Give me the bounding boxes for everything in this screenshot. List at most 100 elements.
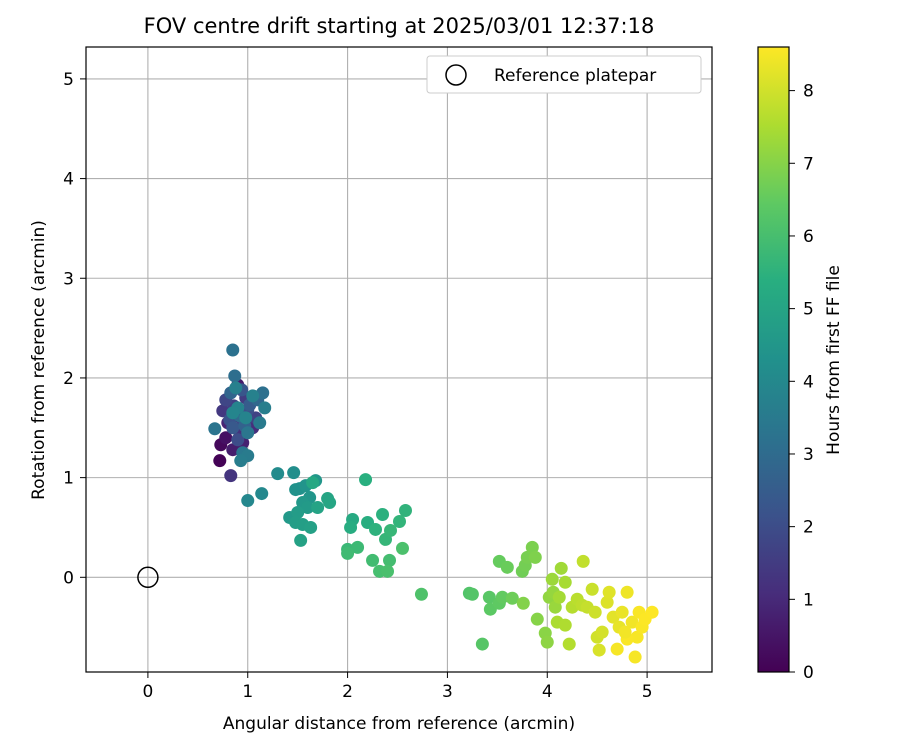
data-point (383, 553, 397, 567)
y-tick-label: 2 (63, 369, 74, 389)
data-point (359, 473, 373, 487)
data-point (585, 582, 599, 596)
data-point (398, 504, 412, 518)
colorbar-label: Hours from first FF file (824, 265, 844, 455)
colorbar-tick-label: 1 (803, 590, 814, 610)
data-point (216, 404, 230, 418)
reference-platepar-marker (137, 566, 159, 589)
data-point (392, 514, 406, 528)
data-point (530, 612, 544, 626)
legend-marker-icon (445, 64, 467, 86)
data-point (344, 520, 358, 534)
data-point (595, 625, 609, 639)
data-point (414, 587, 428, 601)
data-point (558, 618, 572, 632)
data-point (620, 585, 634, 599)
legend: Reference platepar (426, 55, 702, 94)
axis-ticks: 0 1 2 3 4 5 0 1 2 3 4 5 (63, 70, 652, 702)
data-point (229, 381, 243, 395)
data-point (554, 561, 568, 575)
data-point (226, 343, 240, 357)
data-point (548, 600, 562, 614)
x-axis-label: Angular distance from reference (arcmin) (223, 714, 575, 734)
data-point (306, 476, 320, 490)
data-point (231, 433, 245, 447)
data-point (395, 541, 409, 555)
data-point (630, 630, 644, 644)
colorbar-tick-label: 0 (803, 663, 814, 683)
x-tick-label: 4 (542, 682, 553, 702)
data-point (602, 585, 616, 599)
data-point (552, 590, 566, 604)
data-point (366, 553, 380, 567)
data-point (219, 431, 233, 445)
data-point (311, 501, 325, 515)
colorbar-tick-label: 8 (803, 82, 814, 102)
y-tick-label: 4 (63, 170, 74, 190)
x-tick-label: 2 (342, 682, 353, 702)
data-point (645, 605, 659, 619)
data-point (525, 540, 539, 554)
data-point (234, 454, 248, 468)
data-point (226, 406, 240, 420)
data-point (500, 560, 514, 574)
data-point (341, 546, 355, 560)
colorbar-tick-label: 4 (803, 372, 814, 392)
data-point (545, 572, 559, 586)
data-point (294, 533, 308, 547)
data-point (271, 467, 285, 481)
data-point (558, 575, 572, 589)
plot-frame (85, 46, 713, 673)
x-tick-label: 3 (442, 682, 453, 702)
data-point (323, 496, 337, 510)
data-point (628, 650, 642, 664)
colorbar-gradient (757, 46, 790, 673)
y-tick-label: 5 (63, 70, 74, 90)
data-point (213, 454, 227, 468)
x-tick-label: 5 (642, 682, 653, 702)
data-point (241, 494, 255, 508)
data-point (495, 590, 509, 604)
data-point (226, 421, 240, 435)
colorbar-tick-label: 5 (803, 300, 814, 320)
data-point (576, 554, 590, 568)
data-point (224, 469, 238, 483)
y-tick-label: 3 (63, 269, 74, 289)
data-point (562, 637, 576, 651)
data-point (384, 523, 398, 537)
data-point (239, 411, 253, 425)
data-point (615, 605, 629, 619)
data-point (256, 386, 270, 400)
data-points (208, 343, 659, 664)
y-tick-label: 1 (63, 469, 74, 489)
grid-lines (86, 47, 712, 672)
data-point (528, 550, 542, 564)
data-point (369, 522, 383, 536)
data-point (287, 466, 301, 480)
data-point (475, 637, 489, 651)
data-point (592, 643, 606, 657)
data-point (618, 625, 632, 639)
data-point (505, 591, 519, 605)
data-point (625, 615, 639, 629)
data-point (381, 564, 395, 578)
y-axis-label: Rotation from reference (arcmin) (29, 220, 49, 500)
chart-title: FOV centre drift starting at 2025/03/01 … (144, 14, 655, 38)
data-point (228, 369, 242, 383)
data-point (258, 401, 272, 415)
data-point (540, 635, 554, 649)
data-point (226, 443, 240, 457)
data-point (208, 422, 222, 436)
colorbar-tick-label: 3 (803, 445, 814, 465)
data-point (241, 426, 255, 440)
x-tick-label: 0 (142, 682, 153, 702)
data-point (289, 483, 303, 497)
data-point (351, 540, 365, 554)
legend-box (426, 55, 702, 94)
colorbar-ticks: 0 1 2 3 4 5 6 7 8 (789, 82, 814, 683)
data-point (465, 587, 479, 601)
y-tick-label: 0 (63, 568, 74, 588)
data-point (253, 416, 267, 430)
data-point (291, 506, 305, 520)
